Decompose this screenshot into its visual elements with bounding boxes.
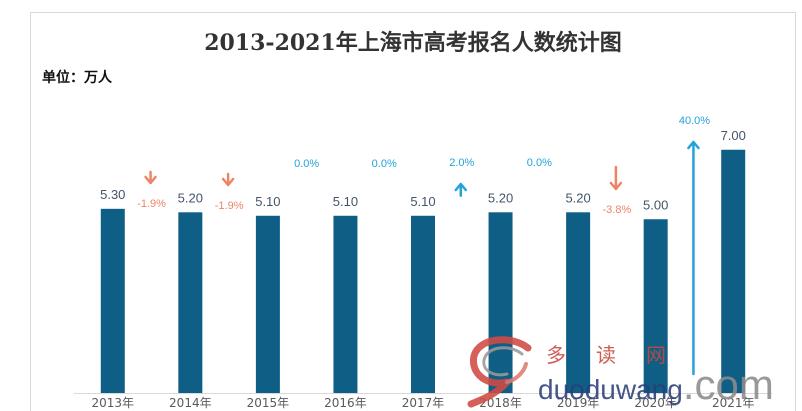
growth-label-2020: -3.8% (603, 204, 632, 216)
growth-label-2016: 0.0% (294, 158, 319, 170)
value-label-2020: 5.00 (643, 197, 668, 212)
unit-label: 单位：万人 (42, 70, 112, 86)
bar-2013 (100, 208, 125, 393)
growth-label-2018: 2.0% (449, 157, 474, 169)
value-label-2015: 5.10 (255, 194, 280, 209)
x-tick-label-2014: 2014年 (169, 396, 212, 410)
growth-label-2017: 0.0% (372, 158, 397, 170)
growth-label-2021: 40.0% (679, 115, 710, 127)
value-label-2019: 5.20 (565, 190, 590, 205)
value-label-2013: 5.30 (100, 187, 125, 202)
bar-2015 (255, 215, 280, 393)
x-tick-label-2017: 2017年 (402, 396, 445, 410)
value-label-2014: 5.20 (178, 190, 203, 205)
x-tick-label-2013: 2013年 (92, 396, 135, 410)
bar-2016 (333, 215, 358, 393)
bar-2021 (721, 149, 746, 393)
value-label-2017: 5.10 (410, 194, 435, 209)
x-tick-label-2016: 2016年 (324, 396, 367, 410)
x-tick-label-2021: 2021年 (712, 396, 755, 410)
bar-2017 (411, 215, 435, 393)
value-label-2018: 5.20 (488, 190, 513, 205)
chart-frame (30, 12, 796, 411)
growth-arrow-down-2020 (609, 165, 623, 191)
growth-label-2014: -1.9% (137, 198, 166, 210)
x-tick-label-2015: 2015年 (247, 396, 290, 410)
growth-arrow-down-2015 (221, 172, 235, 187)
bar-2014 (178, 212, 203, 393)
x-tick-label-2018: 2018年 (479, 396, 522, 410)
growth-arrow-up-2021 (687, 140, 700, 376)
growth-arrow-up-2018 (454, 182, 468, 197)
growth-label-2019: 0.0% (527, 157, 552, 169)
bar-2018 (488, 212, 513, 393)
growth-label-2015: -1.9% (215, 200, 244, 212)
bar-2019 (566, 212, 591, 393)
chart-title: 2013-2021年上海市高考报名人数统计图 (204, 30, 622, 56)
bar-2020 (643, 219, 668, 393)
x-tick-label-2020: 2020年 (634, 396, 677, 410)
growth-arrow-down-2014 (144, 170, 157, 185)
x-tick-label-2019: 2019年 (557, 396, 600, 410)
value-label-2021: 7.00 (721, 128, 746, 143)
value-label-2016: 5.10 (333, 194, 358, 209)
